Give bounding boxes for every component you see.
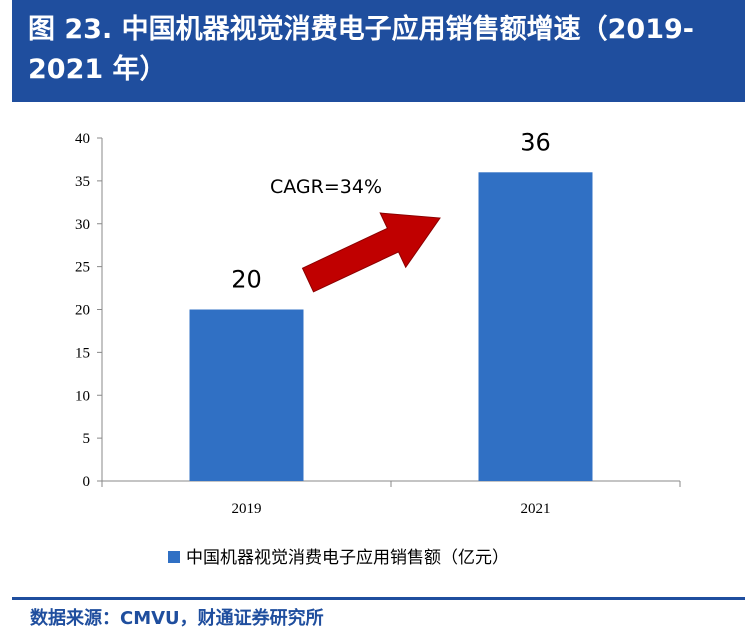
legend-label: 中国机器视觉消费电子应用销售额（亿元） [186, 548, 509, 568]
page-title: 图 23. 中国机器视觉消费电子应用销售额增速（2019-2021 年） [28, 14, 694, 85]
footer-divider [12, 597, 745, 600]
title-banner [12, 0, 745, 102]
cagr-arrow [301, 212, 441, 293]
y-tick-label: 5 [83, 431, 91, 447]
cagr-annotation: CAGR=34% [270, 176, 382, 198]
data-label: 36 [520, 128, 551, 156]
y-tick-label: 20 [75, 303, 90, 319]
chart-bars: 20 2019 36 2021 [189, 128, 593, 517]
data-label: 20 [231, 266, 262, 294]
source-note: 数据来源：CMVU，财通证券研究所 [30, 608, 324, 629]
chart-legend: 中国机器视觉消费电子应用销售额（亿元） [168, 548, 509, 568]
bar-2019 [189, 309, 304, 481]
bar-chart: 0 5 10 15 20 25 30 35 40 20 2019 36 2021 CAGR=34% 中… [75, 128, 681, 568]
y-tick-label: 30 [75, 217, 90, 233]
y-tick-label: 0 [83, 474, 91, 490]
y-tick-label: 10 [75, 388, 90, 404]
y-tick-label: 40 [75, 131, 90, 147]
y-tick-label: 35 [75, 174, 90, 190]
x-tick-label: 2021 [521, 501, 551, 517]
y-tick-label: 25 [75, 260, 90, 276]
legend-swatch [168, 551, 180, 563]
bar-2021 [478, 172, 593, 482]
y-tick-label: 15 [75, 345, 90, 361]
x-tick-label: 2019 [232, 501, 262, 517]
